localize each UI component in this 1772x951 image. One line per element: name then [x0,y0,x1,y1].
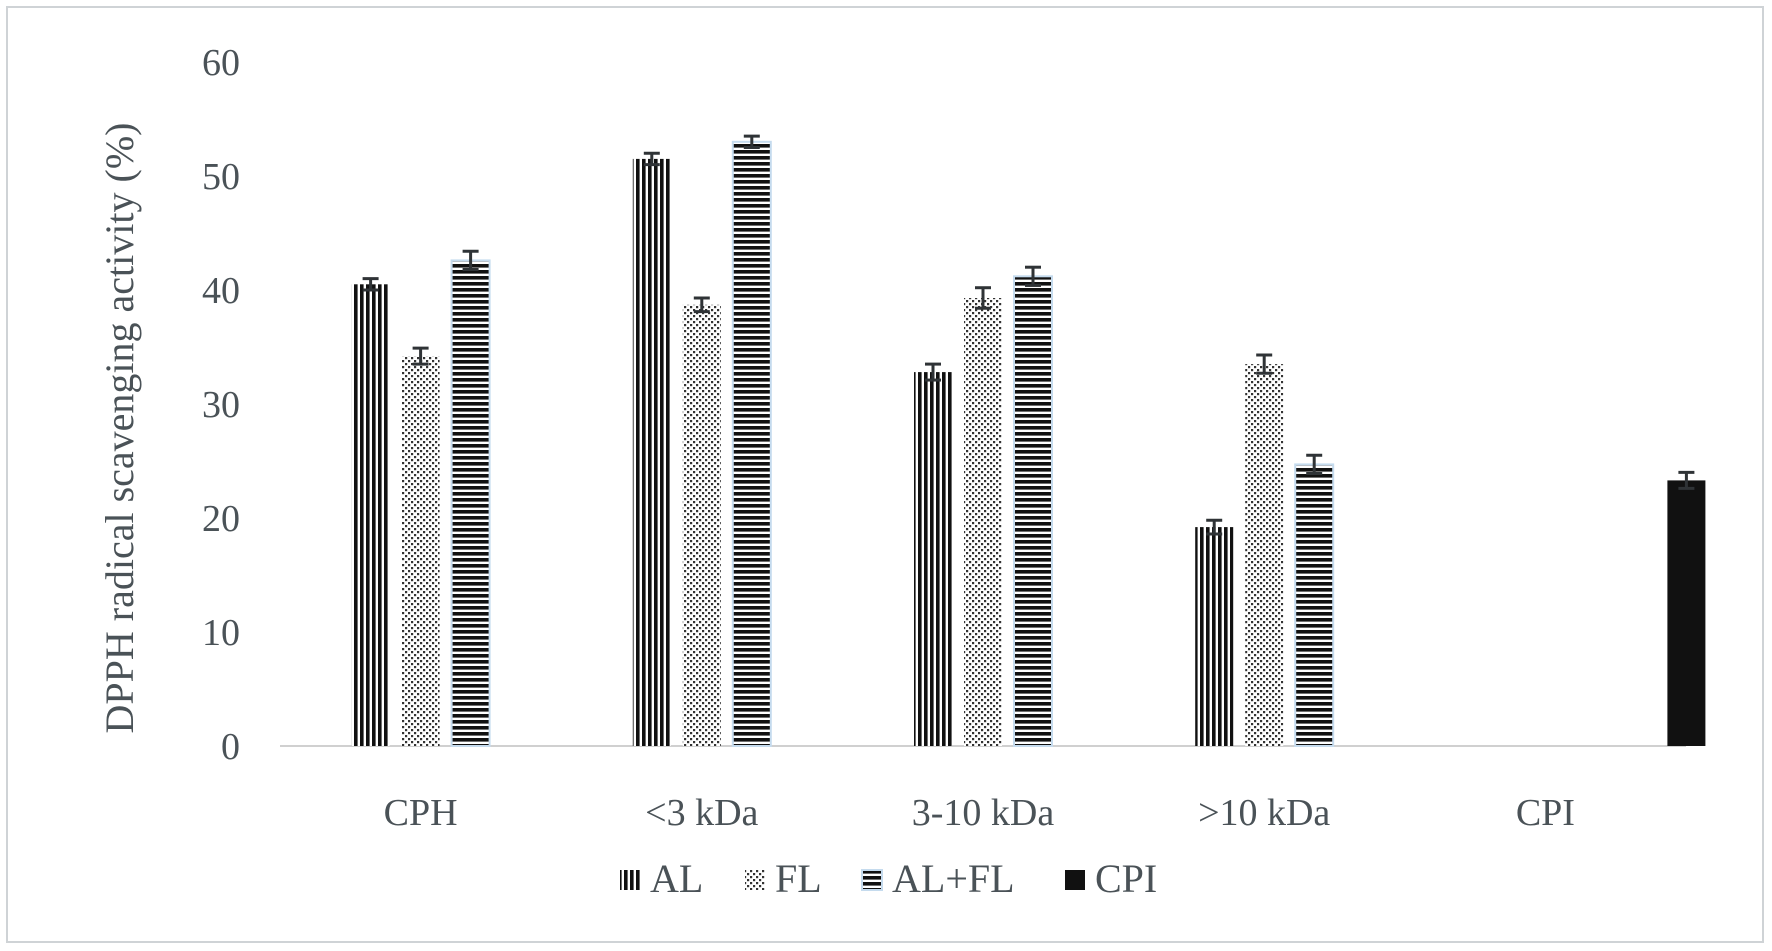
legend-label: CPI [1095,856,1157,901]
bar-al-0 [351,284,390,746]
error-bar-al-fl-3 [1306,453,1323,476]
error-bar-al-fl-0 [462,249,479,271]
error-bar-al-0 [362,277,379,292]
legend-item-al-fl: AL+FL [861,856,1015,901]
bar-fl-0 [401,356,440,746]
bar-al-fl-0 [450,259,491,747]
bar-fl-1 [682,304,721,746]
error-bar-al-2 [925,362,941,382]
legend-swatch [620,870,640,890]
error-bar-fl-1 [693,296,710,314]
y-tick-label: 60 [202,42,240,84]
y-tick-label: 0 [221,726,240,768]
legend-label: AL+FL [892,856,1015,901]
error-bar-cpi-4 [1678,470,1695,490]
bar-al-fl-2 [1013,275,1053,747]
legend-item-cpi: CPI [1065,856,1157,901]
bar-al-2 [914,372,952,746]
x-tick-label: >10 kDa [1198,792,1330,834]
bar-al-3 [1195,527,1234,746]
error-bar-fl-2 [975,286,991,310]
error-bar-al-fl-2 [1025,265,1041,287]
error-bar-al-fl-1 [743,134,760,149]
legend-label: AL [650,856,703,901]
y-axis-ticks: 0 10 20 30 40 50 60 [202,42,240,768]
chart-frame [6,6,1764,943]
x-tick-label: CPI [1516,792,1575,834]
bar-al-fl-1 [731,140,772,748]
legend-label: FL [775,856,822,901]
bar-fl-2 [964,298,1002,746]
bar-al-fl-3 [1294,463,1335,747]
legend-swatch [861,869,883,891]
legend: AL FL AL+FL CPI [620,856,1157,901]
y-tick-label: 40 [202,270,240,312]
y-tick-label: 30 [202,384,240,426]
y-axis-title: DPPH radical scavenging activity (%) [97,123,142,734]
error-bar-fl-0 [412,346,429,366]
y-tick-label: 50 [202,156,240,198]
y-tick-label: 20 [202,498,240,540]
legend-swatch [745,870,765,890]
legend-swatch [1065,870,1085,890]
x-tick-label: CPH [384,792,458,834]
error-bar-fl-3 [1256,353,1273,375]
error-bar-al-1 [643,151,660,167]
x-tick-label: 3-10 kDa [912,792,1055,834]
bar-al-1 [632,158,671,746]
legend-item-al: AL [620,856,703,901]
bars [351,140,1706,748]
error-bar-al-3 [1206,518,1223,536]
y-tick-label: 10 [202,612,240,654]
bar-fl-3 [1245,364,1284,746]
error-bars [362,134,1695,536]
bar-cpi-4 [1667,480,1706,746]
x-tick-label: <3 kDa [645,792,758,834]
x-axis-ticks: CPH <3 kDa 3-10 kDa >10 kDa CPI [384,792,1575,834]
legend-item-fl: FL [745,856,822,901]
